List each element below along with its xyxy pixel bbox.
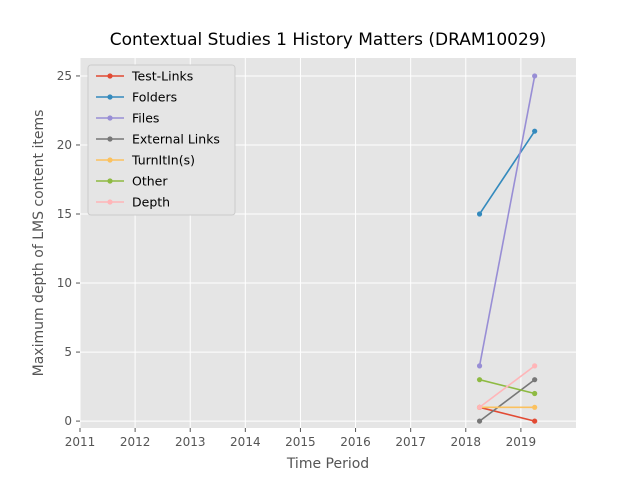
legend-marker-files bbox=[107, 115, 113, 121]
data-point-other bbox=[476, 377, 483, 383]
series-line-external-links bbox=[479, 379, 536, 422]
legend-marker-turnitin-s bbox=[107, 157, 113, 163]
x-tick-label: 2014 bbox=[230, 435, 261, 449]
data-point-files bbox=[476, 363, 483, 369]
legend-box bbox=[87, 64, 236, 216]
legend-label-folders: Folders bbox=[132, 90, 177, 105]
legend-marker-other bbox=[107, 178, 113, 184]
chart-title: Contextual Studies 1 History Matters (DR… bbox=[109, 30, 547, 50]
x-tick-label: 2016 bbox=[340, 435, 371, 449]
series-line-test-links bbox=[479, 406, 535, 422]
data-point-turnitin-s bbox=[532, 404, 538, 410]
legend-marker-external-links bbox=[107, 136, 113, 142]
legend-label-external-links: External Links bbox=[132, 132, 220, 147]
x-axis-ticks: 2011 2012 2013 2014 2015 2016 2017 2018 2019 bbox=[65, 428, 536, 449]
y-tick-label: 5 bbox=[64, 345, 72, 359]
y-axis-ticks: 0 5 10 15 20 25 bbox=[57, 69, 80, 428]
legend-marker-test-links bbox=[107, 73, 113, 79]
data-point-external-links bbox=[532, 377, 538, 383]
y-tick-label: 20 bbox=[57, 138, 72, 152]
data-point-depth bbox=[532, 363, 538, 369]
data-point-external-links bbox=[476, 418, 483, 424]
legend-label-turnitin-s: TurnItIn(s) bbox=[131, 153, 195, 168]
legend-label-files: Files bbox=[132, 111, 159, 126]
legend-marker-folders bbox=[107, 94, 113, 100]
y-tick-label: 15 bbox=[57, 207, 72, 221]
y-tick-label: 0 bbox=[64, 414, 72, 428]
legend-label-depth: Depth bbox=[132, 195, 170, 210]
x-tick-label: 2018 bbox=[451, 435, 482, 449]
x-tick-label: 2012 bbox=[120, 435, 151, 449]
x-axis-label: Time Period bbox=[286, 456, 369, 472]
data-point-folders bbox=[532, 128, 538, 134]
x-tick-label: 2019 bbox=[506, 435, 537, 449]
y-tick-label: 10 bbox=[57, 276, 72, 290]
series-depth bbox=[476, 363, 538, 410]
legend-label-other: Other bbox=[132, 174, 168, 189]
y-tick-label: 25 bbox=[57, 69, 72, 83]
x-tick-label: 2017 bbox=[395, 435, 426, 449]
x-tick-label: 2015 bbox=[285, 435, 316, 449]
x-tick-label: 2011 bbox=[65, 435, 96, 449]
series-files bbox=[476, 73, 538, 369]
series-line-depth bbox=[479, 365, 536, 408]
grid-lines bbox=[79, 58, 576, 428]
y-axis-label: Maximum depth of LMS content items bbox=[31, 110, 47, 377]
data-point-other bbox=[532, 390, 538, 397]
data-point-folders bbox=[476, 211, 483, 217]
x-tick-label: 2013 bbox=[175, 435, 206, 449]
data-point-test-links bbox=[532, 418, 538, 424]
series-lines bbox=[476, 73, 538, 424]
data-point-files bbox=[532, 73, 538, 79]
series-external-links bbox=[476, 377, 538, 424]
series-folders bbox=[476, 128, 538, 217]
legend-marker-depth bbox=[107, 199, 113, 205]
data-point-depth bbox=[476, 404, 483, 410]
legend-label-test-links: Test-Links bbox=[131, 69, 193, 84]
series-line-folders bbox=[478, 130, 536, 215]
legend: Test-Links Folders Files External Links Turn… bbox=[87, 64, 236, 216]
series-line-files bbox=[478, 75, 536, 367]
